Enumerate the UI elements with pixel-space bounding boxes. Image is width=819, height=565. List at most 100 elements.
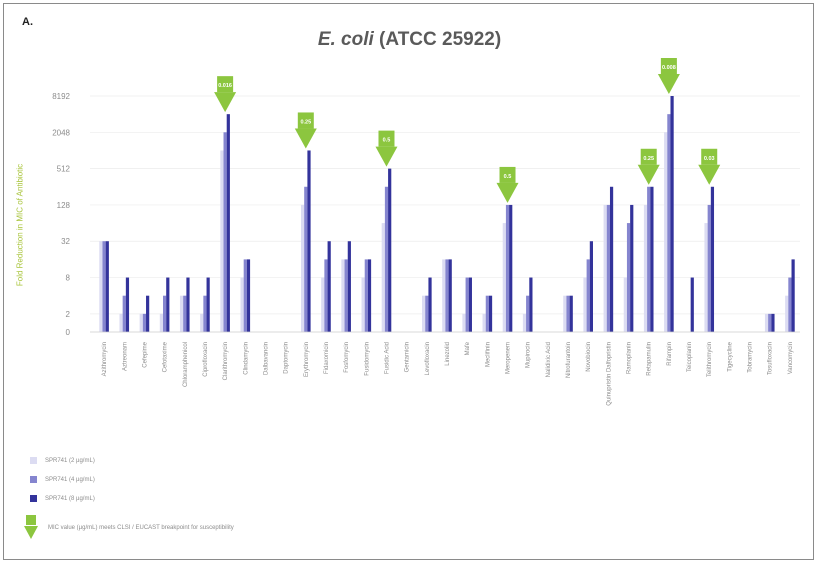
- x-tick-label: Quinupristin Dalfopristin: [606, 342, 612, 406]
- x-tick-label: Tosufloxacin: [768, 342, 774, 375]
- y-tick-label: 512: [57, 165, 71, 174]
- legend-swatch-3: [30, 495, 37, 502]
- x-tick-label: Tigecycline: [727, 341, 733, 371]
- bar-2: [102, 241, 106, 332]
- bar-2: [626, 223, 631, 332]
- annotation-arrow-box: [640, 148, 657, 165]
- bar-1: [119, 313, 123, 332]
- bar-1: [220, 150, 224, 332]
- bar-1: [623, 277, 627, 332]
- x-tick-label: Ciprofloxacin: [203, 342, 209, 377]
- legend-swatch-2: [30, 476, 37, 483]
- title-strain: (ATCC 25922): [373, 29, 502, 50]
- x-tick-label: Clarithromycin: [223, 342, 229, 380]
- x-tick-label: Aztreonam: [122, 342, 128, 371]
- y-tick-label: 32: [61, 237, 70, 246]
- annotation-label: 0.25: [643, 156, 654, 162]
- annotation-arrow-head: [637, 164, 660, 185]
- x-tick-label: Gentamicin: [405, 342, 411, 372]
- annotation-arrow-box: [701, 148, 718, 165]
- bar-1: [422, 295, 426, 332]
- annotation-arrow-head: [214, 92, 237, 113]
- bar-1: [179, 295, 184, 332]
- bar-2: [707, 204, 711, 332]
- bar-2: [122, 295, 126, 332]
- bar-2: [566, 295, 570, 332]
- bar-3: [670, 96, 674, 332]
- x-tick-label: Rifampin: [667, 342, 673, 366]
- bar-1: [764, 313, 769, 332]
- bar-2: [445, 259, 449, 332]
- bar-1: [301, 204, 305, 332]
- x-tick-label: Azithromycin: [102, 342, 108, 376]
- x-tick-label: Cefotaxime: [163, 341, 169, 372]
- title-organism: E. coli: [317, 29, 374, 50]
- x-tick-label: Linezolid: [445, 342, 451, 366]
- annotation-arrow-box: [499, 166, 516, 183]
- y-tick-label: 8: [66, 274, 71, 283]
- bar-2: [183, 295, 187, 332]
- x-tick-label: Fusidic Acid: [384, 342, 390, 374]
- annotation-label: 0.5: [383, 138, 391, 144]
- bar-2: [344, 259, 348, 332]
- bar-2: [142, 313, 147, 332]
- bar-3: [771, 313, 775, 332]
- bar-2: [304, 186, 308, 332]
- bar-3: [307, 150, 311, 332]
- bar-1: [603, 204, 607, 332]
- bar-1: [583, 277, 587, 332]
- bar-1: [159, 313, 163, 332]
- bar-3: [609, 186, 614, 332]
- bar-3: [448, 259, 452, 332]
- y-tick-label: 2048: [52, 128, 70, 137]
- x-tick-label: Telithromycin: [707, 342, 713, 377]
- bar-3: [226, 114, 230, 333]
- x-tick-label: Fosfomycin: [344, 342, 350, 373]
- annotation-arrow-box: [217, 76, 234, 93]
- x-tick-label: Daptomycin: [284, 342, 290, 374]
- legend-arrow-icon: [24, 515, 38, 539]
- bar-3: [690, 277, 694, 332]
- x-tick-label: Cefepime: [142, 341, 148, 367]
- annotation-label: 0.008: [662, 65, 676, 71]
- panel-label: A.: [22, 16, 33, 28]
- x-tick-label: Erythromycin: [304, 342, 310, 377]
- x-tick-label: Tobramycin: [748, 342, 754, 373]
- x-tick-label: Mupirocin: [526, 342, 532, 368]
- bar-3: [206, 277, 210, 332]
- bar-3: [488, 295, 493, 332]
- y-tick-label: 8192: [52, 92, 70, 101]
- bar-1: [139, 313, 143, 332]
- annotation-arrow-head: [294, 128, 317, 149]
- bar-2: [203, 295, 207, 332]
- bar-1: [442, 259, 446, 332]
- x-tick-label: Chloramphenicol: [183, 342, 189, 387]
- bar-3: [367, 259, 372, 332]
- bar-1: [704, 223, 708, 332]
- annotation-label: 0.016: [218, 83, 232, 89]
- bar-2: [526, 295, 530, 332]
- annotation-arrow-box: [297, 112, 314, 129]
- bar-1: [381, 223, 385, 332]
- bar-2: [586, 259, 590, 332]
- bar-1: [361, 277, 365, 332]
- bar-1: [482, 313, 486, 332]
- x-tick-label: Vancomycin: [788, 342, 794, 374]
- bar-2: [505, 204, 510, 332]
- bar-1: [200, 313, 204, 332]
- y-tick-label: 128: [57, 201, 71, 210]
- bar-3: [529, 277, 533, 332]
- bar-3: [650, 186, 654, 332]
- bar-1: [462, 313, 466, 332]
- bar-1: [785, 295, 789, 332]
- legend-item-2: SPR741 (4 µg/mL): [30, 476, 95, 483]
- bar-1: [643, 204, 648, 332]
- annotation-arrow-head: [496, 182, 519, 203]
- bar-3: [347, 241, 351, 332]
- chart-title: E. coli (ATCC 25922): [0, 29, 819, 51]
- y-tick-label: 0: [66, 328, 71, 337]
- x-tick-label: Dalbavancin: [263, 342, 269, 375]
- bar-2: [163, 295, 167, 332]
- annotation-arrow-box: [378, 130, 395, 147]
- bar-3: [186, 277, 190, 332]
